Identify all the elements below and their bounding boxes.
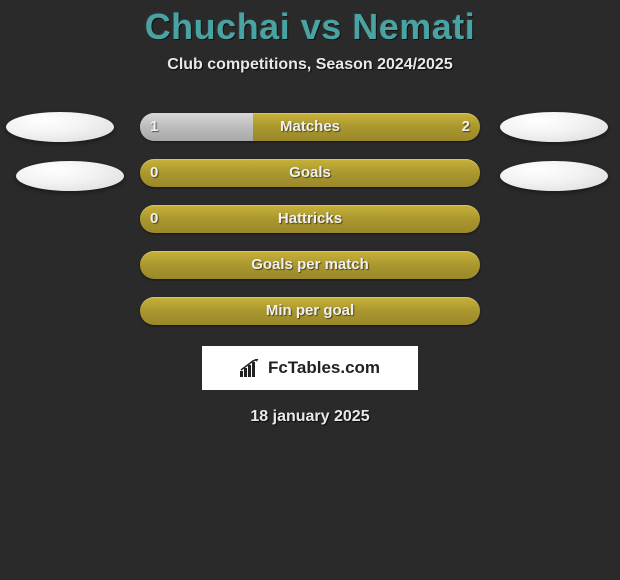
- stat-value-right: 2: [452, 113, 480, 141]
- stat-value-left: 0: [140, 159, 168, 187]
- stat-bar-label: Goals per match: [140, 251, 480, 279]
- stat-row: Min per goal: [0, 288, 620, 334]
- stat-bar: Goals0: [140, 159, 480, 187]
- page-title: Chuchai vs Nemati: [0, 6, 620, 48]
- player-ellipse-left: [6, 112, 114, 142]
- stat-row: Goals0: [0, 150, 620, 196]
- stat-bar: Min per goal: [140, 297, 480, 325]
- stat-value-left: 0: [140, 205, 168, 233]
- player-ellipse-left: [16, 161, 124, 191]
- stat-bar-label: Goals: [140, 159, 480, 187]
- stat-row: Goals per match: [0, 242, 620, 288]
- stat-bar: Goals per match: [140, 251, 480, 279]
- stat-bar-label: Hattricks: [140, 205, 480, 233]
- stat-bar-label: Matches: [140, 113, 480, 141]
- player-ellipse-right: [500, 112, 608, 142]
- brand-text: FcTables.com: [268, 358, 380, 378]
- brand-chart-icon: [240, 359, 262, 377]
- stat-row: Hattricks0: [0, 196, 620, 242]
- stat-value-left: 1: [140, 113, 168, 141]
- stat-row: Matches1 2: [0, 104, 620, 150]
- brand-box[interactable]: FcTables.com: [202, 346, 418, 390]
- subtitle: Club competitions, Season 2024/2025: [0, 56, 620, 74]
- stat-bar: Hattricks0: [140, 205, 480, 233]
- player-ellipse-right: [500, 161, 608, 191]
- stats-rows: Matches12Goals0Hattricks0Goals per match…: [0, 104, 620, 334]
- date-line: 18 january 2025: [0, 408, 620, 426]
- stat-bar: Matches1 2: [140, 113, 480, 141]
- stat-bar-label: Min per goal: [140, 297, 480, 325]
